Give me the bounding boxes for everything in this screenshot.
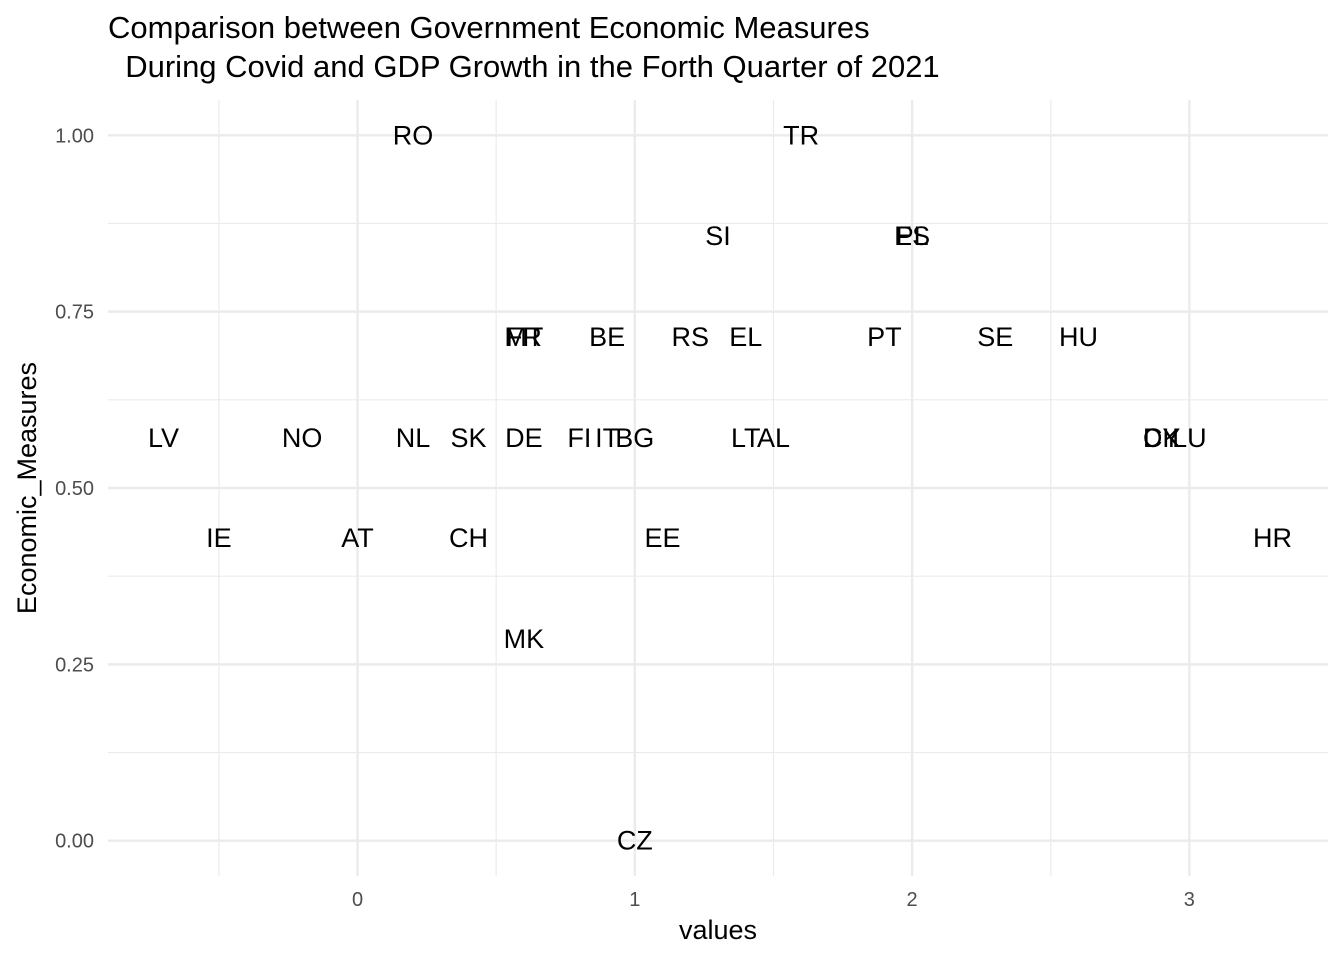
point-label-el: EL bbox=[729, 322, 762, 352]
point-label-sk: SK bbox=[450, 423, 486, 453]
point-label-be: BE bbox=[589, 322, 625, 352]
point-label-ch: CH bbox=[449, 523, 488, 553]
point-label-cy: CY bbox=[1143, 423, 1181, 453]
point-label-fi: FI bbox=[567, 423, 591, 453]
x-tick-label: 2 bbox=[907, 889, 918, 911]
point-label-at: AT bbox=[341, 523, 374, 553]
point-label-bg: BG bbox=[615, 423, 654, 453]
point-label-cz: CZ bbox=[617, 826, 653, 856]
point-label-ee: EE bbox=[645, 523, 681, 553]
point-label-lv: LV bbox=[148, 423, 179, 453]
y-tick-label: 0.25 bbox=[55, 654, 94, 676]
point-label-fr: FR bbox=[506, 322, 542, 352]
point-label-ie: IE bbox=[206, 523, 232, 553]
point-label-al: AL bbox=[757, 423, 790, 453]
x-tick-label: 3 bbox=[1184, 889, 1195, 911]
point-label-se: SE bbox=[977, 322, 1013, 352]
point-label-hr: HR bbox=[1253, 523, 1292, 553]
y-tick-label: 1.00 bbox=[55, 125, 94, 147]
point-label-nl: NL bbox=[396, 423, 431, 453]
point-label-mt: MT bbox=[504, 322, 543, 352]
point-label-it: IT bbox=[595, 423, 619, 453]
x-axis-title: values bbox=[679, 915, 757, 945]
point-label-mk: MK bbox=[504, 624, 545, 654]
chart-title-line-1: Comparison between Government Economic M… bbox=[108, 10, 870, 45]
point-label-lt: LT bbox=[731, 423, 761, 453]
x-tick-label: 1 bbox=[629, 889, 640, 911]
grid-lines bbox=[108, 100, 1328, 876]
point-label-tr: TR bbox=[783, 120, 819, 150]
axis-ticks: 0 1 2 3 0.00 0.25 0.50 0.75 1.00 bbox=[55, 125, 1195, 911]
y-tick-label: 0.50 bbox=[55, 478, 94, 500]
point-label-pl: PL bbox=[896, 221, 929, 251]
point-label-lu: LU bbox=[1172, 423, 1207, 453]
point-label-hu: HU bbox=[1059, 322, 1098, 352]
y-tick-label: 0.75 bbox=[55, 302, 94, 324]
point-label-si: SI bbox=[705, 221, 731, 251]
point-label-pt: PT bbox=[867, 322, 902, 352]
y-axis-title: Economic_Measures bbox=[12, 362, 42, 614]
point-label-de: DE bbox=[505, 423, 543, 453]
x-tick-label: 0 bbox=[352, 889, 363, 911]
point-label-ro: RO bbox=[393, 120, 434, 150]
y-tick-label: 0.00 bbox=[55, 831, 94, 853]
point-label-dk: DK bbox=[1143, 423, 1181, 453]
point-label-no: NO bbox=[282, 423, 323, 453]
chart-title-line-2: During Covid and GDP Growth in the Forth… bbox=[108, 49, 940, 84]
point-label-es: ES bbox=[894, 221, 930, 251]
point-label-rs: RS bbox=[672, 322, 710, 352]
